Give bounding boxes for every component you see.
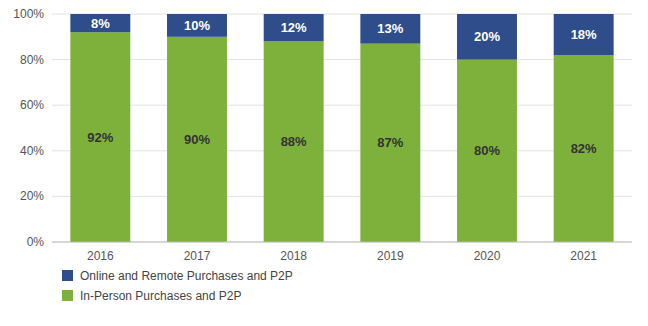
y-axis: 0% 20% 40% 60% 80% 100% [13, 7, 632, 249]
grid-line [52, 105, 632, 106]
legend-label: Online and Remote Purchases and P2P [80, 269, 293, 283]
grid-line [52, 242, 632, 243]
axis-line [52, 242, 632, 243]
data-label: 88% [281, 134, 307, 149]
data-label: 20% [474, 29, 500, 44]
bar-segment [360, 44, 420, 242]
data-labels: 92% 90% 88% 87% 80% 82% 8% 10% 12% 13% 20% 18% [87, 16, 597, 159]
bar-segment [70, 32, 130, 242]
legend-swatch [62, 270, 73, 281]
grid-line [52, 196, 632, 197]
legend-label: In-Person Purchases and P2P [80, 289, 241, 303]
chart: 0% 20% 40% 60% 80% 100% 92% 90% 88% 87% 80% 82% 8% 10… [0, 0, 648, 326]
bar-segment [264, 14, 324, 41]
data-label: 8% [91, 16, 110, 31]
data-label: 87% [377, 135, 403, 150]
grid-line [52, 59, 632, 60]
bar-segment [70, 14, 130, 32]
x-tick-label: 2017 [184, 249, 211, 263]
y-tick-label: 0% [27, 235, 45, 249]
data-label: 13% [377, 21, 403, 36]
data-label: 18% [571, 27, 597, 42]
bar-segment [167, 37, 227, 242]
x-tick-label: 2018 [280, 249, 307, 263]
x-axis: 2016 2017 2018 2019 2020 2021 [52, 242, 632, 263]
x-tick-label: 2020 [474, 249, 501, 263]
bar-segment [457, 14, 517, 60]
x-tick-label: 2016 [87, 249, 114, 263]
y-tick-label: 60% [20, 98, 44, 112]
legend-swatch [62, 290, 73, 301]
data-label: 90% [184, 132, 210, 147]
x-tick-label: 2021 [570, 249, 597, 263]
grid-line [52, 150, 632, 151]
bar-segment [264, 41, 324, 242]
data-label: 10% [184, 18, 210, 33]
bar-segment [554, 55, 614, 242]
data-label: 80% [474, 143, 500, 158]
y-tick-label: 80% [20, 53, 44, 67]
legend: Online and Remote Purchases and P2P In-Pe… [62, 269, 293, 303]
data-label: 12% [281, 20, 307, 35]
grid-line [52, 14, 632, 15]
y-tick-label: 100% [13, 7, 44, 21]
bar-segment [167, 14, 227, 37]
bar-segment [360, 14, 420, 44]
bars [70, 14, 613, 242]
bar-segment [554, 14, 614, 55]
x-tick-label: 2019 [377, 249, 404, 263]
data-label: 82% [571, 141, 597, 156]
data-label: 92% [87, 130, 113, 145]
bar-segment [457, 60, 517, 242]
y-tick-label: 40% [20, 144, 44, 158]
y-tick-label: 20% [20, 189, 44, 203]
